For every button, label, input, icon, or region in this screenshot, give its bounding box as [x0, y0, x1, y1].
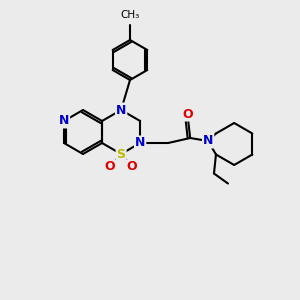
Text: N: N [59, 115, 69, 128]
Text: N: N [116, 103, 126, 116]
Text: O: O [105, 160, 116, 173]
Text: O: O [127, 160, 137, 173]
Text: S: S [117, 148, 126, 160]
Text: O: O [183, 107, 194, 121]
Text: N: N [203, 134, 213, 148]
Text: CH₃: CH₃ [120, 10, 140, 20]
Text: N: N [135, 136, 145, 149]
